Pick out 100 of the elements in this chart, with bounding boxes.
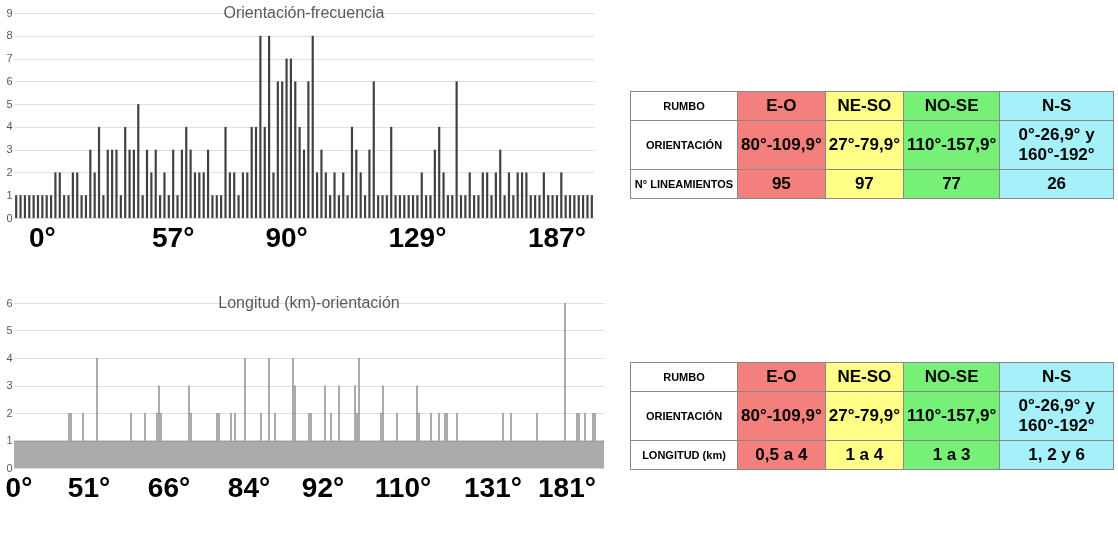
chart-title: Longitud (km)-orientación — [218, 294, 400, 311]
bar — [368, 149, 371, 218]
x-tick-label: 51° — [67, 471, 111, 503]
bar — [333, 172, 336, 218]
bar — [102, 195, 105, 218]
bar — [233, 172, 236, 218]
category-label: N-S — [999, 362, 1114, 391]
y-tick-label: 6 — [6, 74, 13, 87]
bar — [49, 195, 53, 218]
bar — [180, 149, 183, 218]
text: 80°-109,9° — [741, 135, 822, 154]
bar — [446, 195, 449, 218]
bar — [512, 195, 515, 218]
bar — [111, 149, 114, 218]
bar — [564, 195, 567, 218]
category-label: N-S — [999, 91, 1114, 121]
bar — [324, 172, 327, 218]
bar — [41, 195, 44, 218]
bar — [525, 172, 528, 218]
text: 0,5 a 4 — [755, 444, 808, 464]
bar — [494, 172, 497, 218]
bar — [28, 195, 31, 218]
text: 1, 2 y 6 — [1028, 444, 1085, 464]
y-tick-label: 6 — [6, 296, 13, 309]
bar — [499, 149, 502, 218]
bar — [464, 195, 467, 218]
bar — [45, 195, 48, 218]
bar — [276, 81, 279, 218]
y-tick-label: 1 — [6, 434, 13, 446]
x-tick-label: 57° — [152, 221, 195, 253]
y-tick-label: 4 — [6, 120, 13, 133]
x-tick-label: 129° — [388, 221, 447, 253]
bar — [15, 195, 18, 218]
bar — [542, 172, 545, 218]
text: RUMBO — [630, 362, 738, 391]
bar — [516, 172, 519, 218]
bar — [80, 195, 83, 218]
bar — [547, 195, 550, 218]
bar — [459, 195, 463, 218]
bar — [311, 35, 314, 218]
y-tick-label: 8 — [6, 29, 13, 42]
bar — [150, 172, 153, 218]
bar — [307, 81, 310, 218]
bar — [281, 81, 284, 218]
x-tick-label: 181° — [538, 471, 596, 503]
text: 77 — [942, 174, 962, 193]
bar — [67, 195, 70, 218]
bar — [246, 172, 249, 218]
category-label: NO-SE — [903, 91, 1000, 121]
text: 0°-26,9° y 160°-192° — [1018, 125, 1095, 164]
text: 1 a 4 — [845, 444, 884, 464]
bar — [294, 81, 297, 218]
bar — [342, 172, 345, 218]
bar — [477, 195, 480, 218]
bar — [115, 149, 118, 218]
bar — [228, 172, 231, 218]
bar — [137, 104, 140, 218]
bar — [119, 195, 122, 218]
bar — [89, 149, 92, 218]
category-label: NO-SE — [903, 362, 1000, 391]
bar — [172, 149, 175, 218]
bar — [36, 195, 40, 218]
bar — [359, 172, 362, 218]
category-label: ORIENTACIÓN — [645, 409, 723, 422]
bar — [145, 149, 149, 218]
category-label: ORIENTACIÓN — [645, 139, 723, 151]
bar — [58, 172, 61, 218]
y-tick-label: 3 — [6, 379, 13, 391]
y-tick-label: 7 — [6, 52, 13, 65]
x-tick-label: 187° — [527, 221, 586, 253]
bar — [346, 195, 349, 218]
bar — [377, 195, 380, 218]
bar — [54, 172, 57, 218]
bar — [193, 172, 197, 218]
bar — [71, 172, 74, 218]
bar — [97, 126, 101, 218]
y-tick-label: 5 — [6, 324, 13, 336]
bar — [429, 195, 432, 218]
bar — [329, 195, 332, 218]
text: 27°-79,9° — [828, 405, 900, 425]
text: 80°-109,9° — [741, 405, 822, 425]
x-tick-label: 90° — [265, 221, 308, 253]
bar — [185, 126, 188, 218]
bar — [451, 195, 454, 218]
bar — [224, 126, 227, 218]
bar — [167, 195, 170, 218]
bar — [159, 195, 162, 218]
bar — [577, 195, 580, 218]
bar — [425, 195, 428, 218]
bar — [455, 81, 458, 218]
bar — [582, 195, 585, 218]
bar — [302, 149, 306, 218]
x-tick-label: 110° — [374, 471, 432, 503]
y-tick-label: 0 — [6, 461, 13, 474]
bar — [298, 126, 301, 218]
bar — [106, 149, 109, 218]
bar — [337, 195, 340, 218]
text: 27°-79,9° — [828, 135, 900, 154]
text: 110°-157,9° — [906, 135, 997, 154]
bar — [438, 126, 441, 218]
